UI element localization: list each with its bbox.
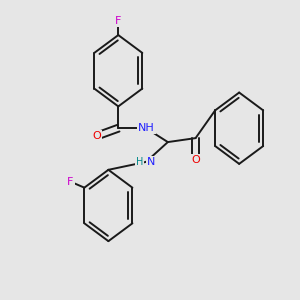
- Text: F: F: [115, 16, 122, 26]
- Text: H: H: [136, 157, 143, 167]
- Text: O: O: [191, 155, 200, 165]
- Text: N: N: [147, 157, 155, 167]
- Text: NH: NH: [138, 123, 154, 133]
- Text: O: O: [92, 131, 101, 141]
- Text: F: F: [67, 177, 74, 187]
